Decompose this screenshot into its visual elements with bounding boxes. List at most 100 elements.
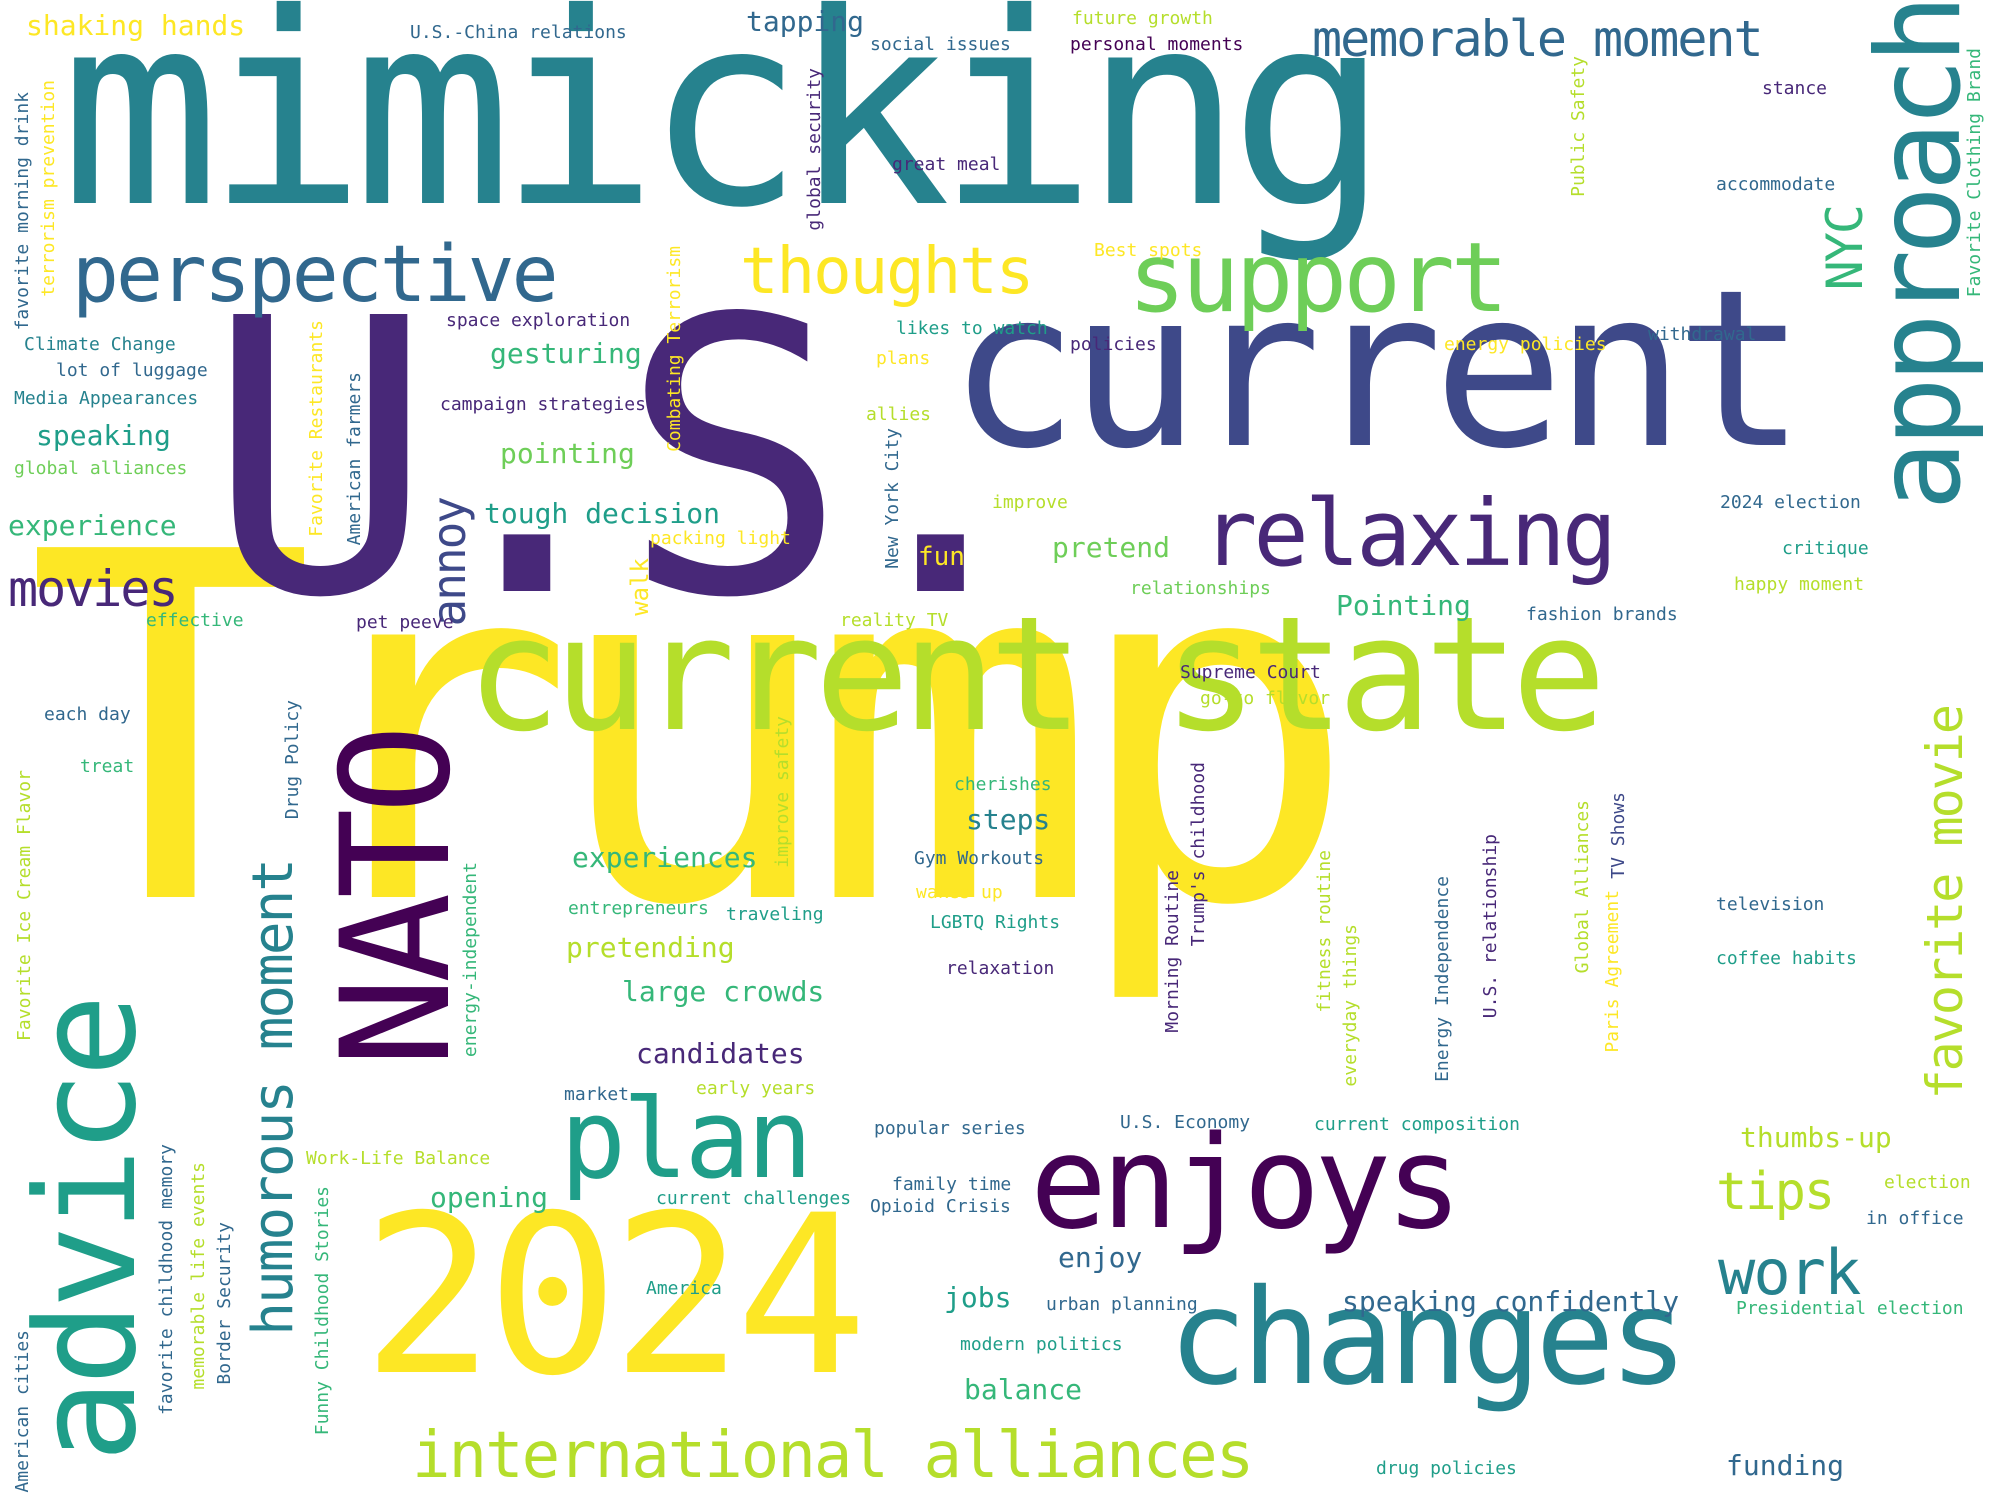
word-energy-independence: Energy Independence — [1432, 876, 1453, 1082]
word-allies: allies — [866, 404, 932, 425]
word-pointing-cap: Pointing — [1336, 589, 1471, 622]
word-us: U.S. — [206, 238, 1055, 681]
word-thoughts: thoughts — [740, 235, 1034, 309]
word-modern-politics: modern politics — [960, 1334, 1123, 1355]
word-balance: balance — [964, 1373, 1083, 1406]
word-coffee-habits: coffee habits — [1716, 948, 1857, 969]
word-favorite-clothing-brand: Favorite Clothing Brand — [1964, 48, 1985, 298]
word-tv-shows: TV Shows — [1608, 792, 1629, 879]
word-urban-planning: urban planning — [1046, 1294, 1198, 1315]
word-current-state: current state — [466, 583, 1607, 767]
word-thumbs-up: thumbs-up — [1740, 1121, 1892, 1154]
word-mimicking: mimicking — [60, 0, 1389, 266]
word-family-time: family time — [892, 1174, 1012, 1195]
word-each-day: each day — [44, 704, 131, 725]
word-gym-workouts: Gym Workouts — [914, 848, 1045, 869]
word-favorite-movie: favorite movie — [1916, 706, 1974, 1100]
word-speaking-confidently: speaking confidently — [1342, 1285, 1680, 1318]
word-perspective: perspective — [72, 230, 559, 320]
word-paris-agreement: Paris Agreement — [1602, 890, 1623, 1053]
word-entrepreneurs: entrepreneurs — [568, 898, 709, 919]
word-market: market — [564, 1084, 630, 1105]
word-public-safety: Public Safety — [1568, 56, 1589, 197]
word-favorite-morning-drink: favorite morning drink — [12, 92, 33, 331]
word-climate-change: Climate Change — [24, 334, 176, 355]
word-lgbtq-rights: LGBTQ Rights — [930, 912, 1061, 933]
word-treat: treat — [80, 756, 135, 777]
word-approach: approach — [1852, 0, 1987, 511]
word-us-relationship: U.S. relationship — [1480, 834, 1501, 1019]
word-tough-decision: tough decision — [484, 497, 721, 530]
word-us-economy: U.S. Economy — [1120, 1112, 1251, 1133]
word-advice: advice — [6, 1000, 167, 1463]
word-morning-routine: Morning Routine — [1162, 870, 1183, 1033]
word-likes-to-watch: likes to watch — [896, 318, 1048, 339]
word-memorable-moment: memorable moment — [1312, 10, 1764, 68]
word-everyday-things: everyday things — [1340, 924, 1361, 1087]
word-wakes-up: wakes up — [916, 882, 1003, 903]
word-supreme-court: Supreme Court — [1180, 662, 1321, 683]
word-favorite-ice-cream-flavor: Favorite Ice Cream Flavor — [14, 770, 35, 1041]
word-early-years: early years — [696, 1078, 816, 1099]
word-work: work — [1718, 1236, 1861, 1309]
word-global-alliances-cap: Global Alliances — [1572, 800, 1593, 974]
word-plans: plans — [876, 348, 931, 369]
word-pretend: pretend — [1052, 531, 1171, 564]
word-global-alliances: global alliances — [14, 458, 188, 479]
word-pretending: pretending — [566, 931, 735, 964]
word-nato: NATO — [310, 730, 484, 1068]
word-effective: effective — [146, 610, 244, 631]
word-current-composition: current composition — [1314, 1114, 1520, 1135]
word-best-spots: Best spots — [1094, 240, 1203, 261]
word-opioid-crisis: Opioid Crisis — [870, 1196, 1011, 1217]
word-changes: changes — [1168, 1261, 1688, 1415]
word-traveling: traveling — [726, 904, 824, 925]
word-improve: improve — [992, 492, 1068, 513]
word-personal-moments: personal moments — [1070, 34, 1244, 55]
word-terrorism-prevention: terrorism prevention — [38, 80, 59, 297]
word-support: support — [1128, 222, 1509, 334]
word-in-office: in office — [1866, 1208, 1964, 1229]
word-funny-childhood-stories: Funny Childhood Stories — [312, 1186, 333, 1436]
word-lot-of-luggage: lot of luggage — [56, 360, 208, 381]
word-annoy: annoy — [422, 498, 476, 627]
word-border-security: Border Security — [214, 1222, 235, 1385]
word-trump: Trump — [26, 452, 1359, 1011]
word-critique: critique — [1782, 538, 1869, 559]
word-stance: stance — [1762, 78, 1828, 99]
word-energy-policies: energy policies — [1444, 334, 1607, 355]
word-campaign-strategies: campaign strategies — [440, 394, 646, 415]
word-movies: movies — [8, 560, 179, 618]
word-steps: steps — [966, 803, 1051, 836]
word-fitness-routine: fitness routine — [1314, 850, 1335, 1013]
word-2024: 2024 — [362, 1168, 868, 1424]
word-current: current — [948, 244, 1807, 497]
word-favorite-childhood-memory: favorite childhood memory — [156, 1144, 177, 1415]
word-funding: funding — [1726, 1449, 1845, 1482]
word-american-farmers: American farmers — [344, 372, 365, 546]
word-current-challenges: current challenges — [656, 1188, 852, 1209]
word-future-growth: future growth — [1072, 8, 1213, 29]
word-energy-independent: energy-independent — [460, 862, 481, 1058]
word-international-alliances: international alliances — [412, 1419, 1254, 1493]
word-popular-series: popular series — [874, 1118, 1026, 1139]
word-experiences: experiences — [572, 841, 758, 874]
word-humorous-moment: humorous moment — [241, 860, 306, 1336]
word-combating-terrorism: Combating Terrorism — [664, 246, 685, 452]
word-enjoys: enjoys — [1030, 1109, 1462, 1258]
word-memorable-life-events: memorable life events — [188, 1162, 209, 1390]
word-nyc: NYC — [1816, 206, 1874, 291]
word-candidates: candidates — [636, 1037, 805, 1070]
word-favorite-restaurants: Favorite Restaurants — [306, 320, 327, 537]
word-tapping: tapping — [746, 5, 865, 38]
word-opening: opening — [430, 1181, 549, 1214]
word-accommodate: accommodate — [1716, 174, 1836, 195]
word-go-to-flavor: go-to flavor — [1200, 688, 1331, 709]
word-enjoy: enjoy — [1058, 1241, 1143, 1274]
word-shaking-hands: shaking hands — [26, 9, 246, 42]
word-pointing: pointing — [500, 437, 635, 470]
word-space-exploration: space exploration — [446, 310, 631, 331]
word-walk: walk — [626, 558, 654, 616]
word-relaxing: relaxing — [1202, 480, 1617, 587]
